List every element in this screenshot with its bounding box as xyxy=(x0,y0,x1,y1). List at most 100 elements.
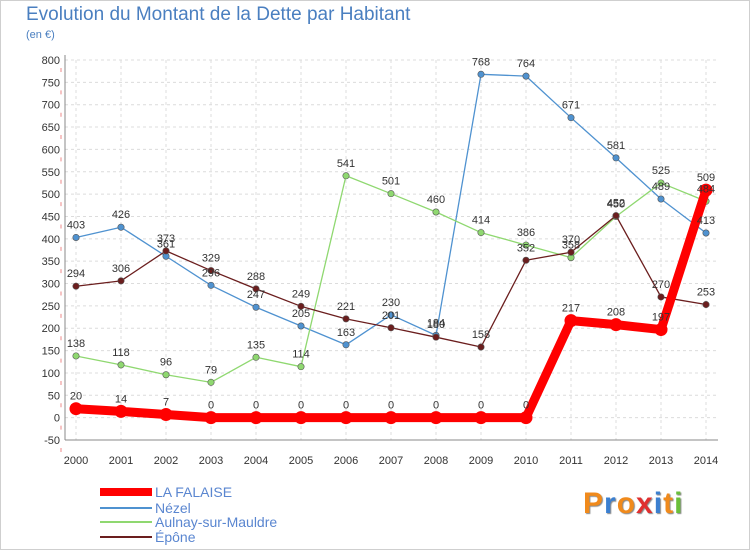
data-point xyxy=(432,333,440,341)
data-label: 135 xyxy=(247,339,265,351)
data-label: 0 xyxy=(298,400,304,412)
data-point xyxy=(342,172,350,180)
data-point xyxy=(522,256,530,264)
data-point xyxy=(342,341,350,349)
logo-letter: x xyxy=(636,487,654,520)
x-tick-label: 2010 xyxy=(514,455,538,467)
data-label: 0 xyxy=(208,400,214,412)
unit-label: (en €) xyxy=(26,29,55,41)
data-point xyxy=(117,277,125,285)
data-label: 205 xyxy=(292,308,310,320)
data-point xyxy=(72,233,80,241)
y-tick-label: 150 xyxy=(42,346,60,358)
x-tick-label: 2000 xyxy=(64,455,88,467)
data-label: 184 xyxy=(427,317,445,329)
logo-letter: i xyxy=(674,487,684,520)
data-point xyxy=(114,404,128,418)
y-tick-label: 550 xyxy=(42,167,60,179)
data-label: 581 xyxy=(607,140,625,152)
y-tick-label: 350 xyxy=(42,256,60,268)
data-label: 249 xyxy=(292,288,310,300)
logo-letter: o xyxy=(616,487,637,520)
data-point xyxy=(609,318,623,332)
data-point xyxy=(72,282,80,290)
y-tick-label: 800 xyxy=(42,55,60,67)
data-point xyxy=(522,72,530,80)
y-tick-label: 650 xyxy=(42,122,60,134)
data-point xyxy=(117,361,125,369)
y-tick-label: 750 xyxy=(42,77,60,89)
legend-swatch-la-falaise xyxy=(100,488,152,496)
data-label: 96 xyxy=(160,357,172,369)
data-label: 247 xyxy=(247,289,265,301)
data-label: 0 xyxy=(343,400,349,412)
data-label: 414 xyxy=(472,215,490,227)
data-label: 352 xyxy=(517,242,535,254)
data-point xyxy=(342,315,350,323)
data-label: 501 xyxy=(382,176,400,188)
logo-letter: P xyxy=(583,487,605,520)
data-labels: 20 14 7 0 0 0 0 0 0 0 0 217 208 197 509 403 426 361 296 247… xyxy=(67,56,715,411)
data-label: 288 xyxy=(247,271,265,283)
data-label: 7 xyxy=(163,397,169,409)
data-point xyxy=(432,208,440,216)
data-label: 671 xyxy=(562,100,580,112)
data-point xyxy=(474,411,488,425)
data-point xyxy=(657,195,665,203)
x-tick-label: 2014 xyxy=(694,455,718,467)
proxiti-logo: Proxiti xyxy=(583,487,683,521)
data-label: 217 xyxy=(562,303,580,315)
x-tick-label: 2005 xyxy=(289,455,313,467)
data-label: 426 xyxy=(112,209,130,221)
data-point xyxy=(387,324,395,332)
y-tick-label: 200 xyxy=(42,323,60,335)
y-tick-label: 0 xyxy=(54,413,60,425)
data-point xyxy=(702,229,710,237)
legend-item-aulnay: Aulnay-sur-Mauldre xyxy=(100,514,400,530)
x-tick-label: 2006 xyxy=(334,455,358,467)
legend-swatch-nezel xyxy=(100,507,152,509)
data-point xyxy=(294,411,308,425)
data-label: 197 xyxy=(652,312,670,324)
data-label: 294 xyxy=(67,268,85,280)
legend-label-aulnay: Aulnay-sur-Mauldre xyxy=(155,514,278,530)
data-point xyxy=(297,322,305,330)
data-point xyxy=(162,247,170,255)
data-point xyxy=(567,114,575,122)
data-label: 764 xyxy=(517,58,535,70)
data-point xyxy=(252,303,260,311)
data-point xyxy=(249,411,263,425)
y-tick-label: 600 xyxy=(42,144,60,156)
x-tick-label: 2012 xyxy=(604,455,628,467)
data-label: 386 xyxy=(517,227,535,239)
data-point xyxy=(69,402,83,416)
data-point xyxy=(477,70,485,78)
data-label: 0 xyxy=(523,400,529,412)
data-label: 525 xyxy=(652,165,670,177)
y-tick-label: 50 xyxy=(48,390,60,402)
y-tick-label: 100 xyxy=(42,368,60,380)
data-label: 270 xyxy=(652,279,670,291)
data-point xyxy=(72,352,80,360)
data-label: 158 xyxy=(472,329,490,341)
data-label: 0 xyxy=(433,400,439,412)
data-label: 221 xyxy=(337,301,355,313)
data-point xyxy=(159,408,173,422)
data-label: 114 xyxy=(292,349,310,361)
data-label: 452 xyxy=(607,198,625,210)
data-label: 484 xyxy=(697,183,715,195)
data-point xyxy=(252,353,260,361)
data-label: 413 xyxy=(697,215,715,227)
data-point xyxy=(429,411,443,425)
data-label: 489 xyxy=(652,181,670,193)
logo-letter: i xyxy=(653,487,664,520)
data-point xyxy=(207,267,215,275)
legend-label-epone: Épône xyxy=(155,529,196,545)
data-point xyxy=(297,302,305,310)
y-tick-label: 300 xyxy=(42,279,60,291)
data-label: 208 xyxy=(607,307,625,319)
x-tick-label: 2008 xyxy=(424,455,448,467)
data-point xyxy=(339,411,353,425)
y-tick-label: 450 xyxy=(42,211,60,223)
data-point xyxy=(612,212,620,220)
